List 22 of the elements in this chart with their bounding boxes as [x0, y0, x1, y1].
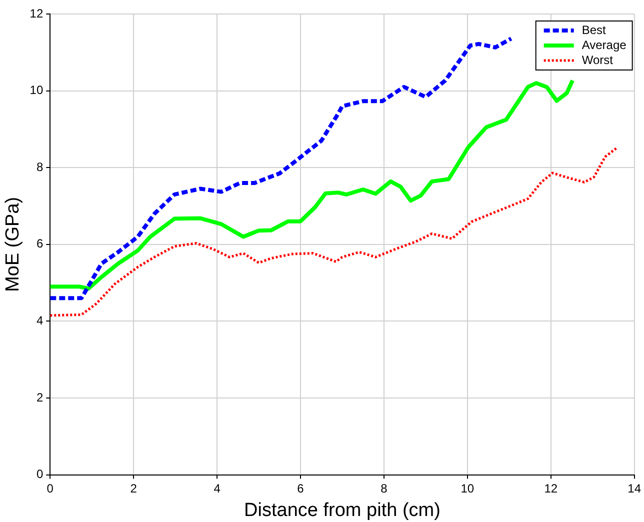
x-tick-label: 12: [544, 481, 558, 496]
line-series: [50, 36, 514, 300]
legend-label: Average: [582, 38, 627, 52]
y-tick-label: 8: [36, 160, 44, 174]
y-tick-label: 4: [36, 314, 44, 328]
x-tick-label: 0: [46, 481, 54, 496]
y-tick-label: 12: [30, 6, 44, 20]
y-tick-label: 2: [36, 390, 44, 404]
x-tick-label: 8: [380, 481, 388, 496]
legend-label: Best: [582, 22, 607, 37]
x-tick-label: 4: [214, 481, 221, 496]
line-series: [50, 146, 619, 317]
y-axis-title: MoE (GPa): [2, 196, 24, 292]
x-axis-title: Distance from pith (cm): [244, 500, 440, 521]
y-tick-label: 0: [36, 467, 44, 482]
x-tick-label: 14: [628, 481, 642, 496]
y-tick-label: 10: [30, 83, 44, 98]
x-tick-label: 2: [130, 481, 138, 496]
x-tick-label: 6: [297, 481, 304, 496]
y-tick-label: 6: [36, 236, 44, 251]
x-tick-label: 10: [460, 481, 474, 496]
legend-label: Worst: [582, 52, 614, 67]
